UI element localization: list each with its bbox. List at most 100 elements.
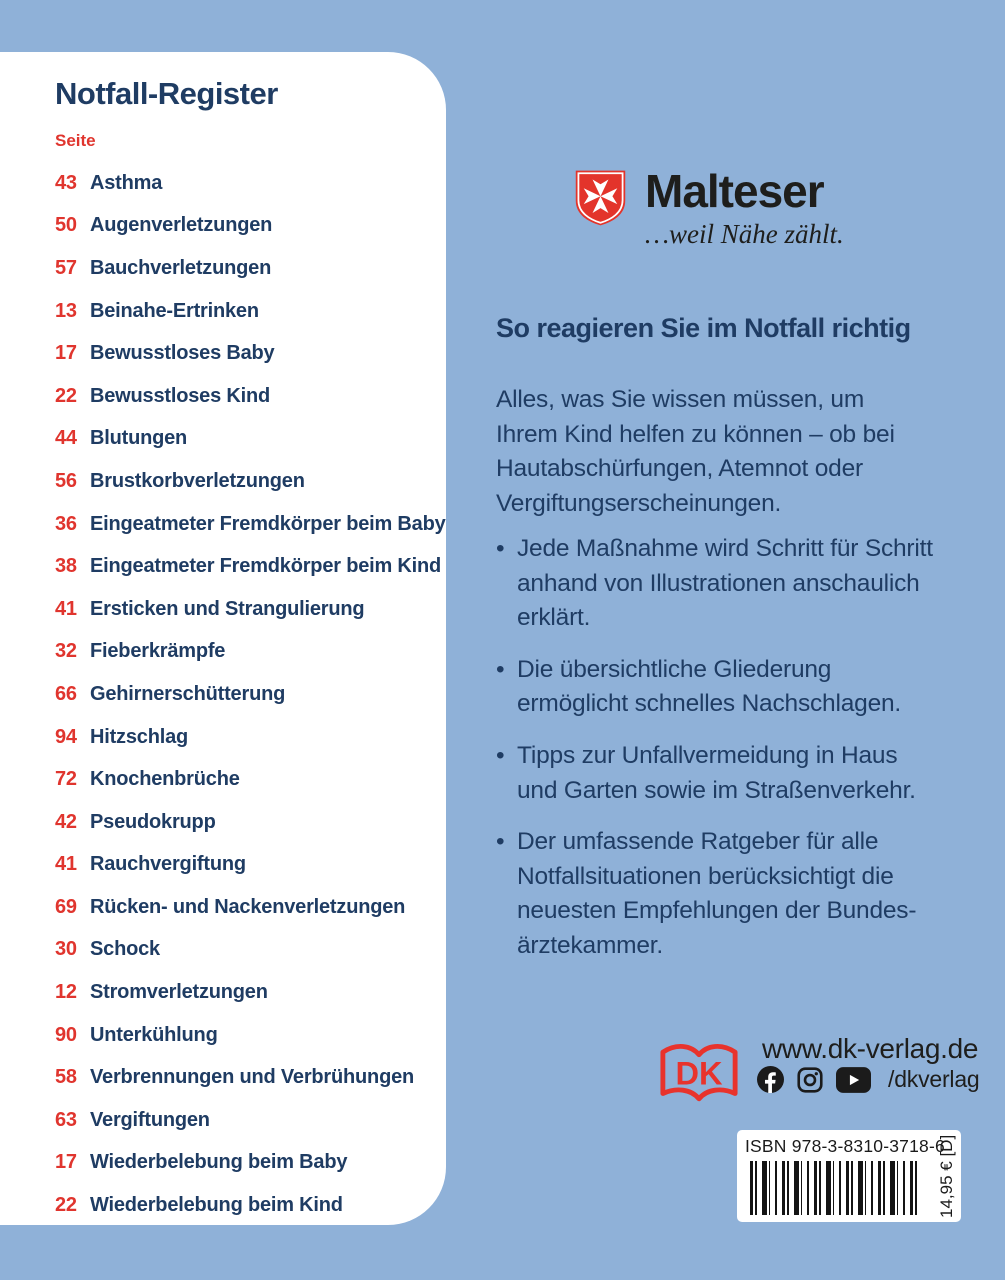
register-column-label: Seite: [55, 131, 96, 150]
register-entry: 42 Pseudokrupp: [55, 801, 446, 844]
register-title: Notfall-Register: [55, 76, 278, 111]
promo-bullet-list: Jede Maßnahme wird Schritt für Schritt a…: [496, 532, 942, 981]
facebook-icon: [757, 1066, 784, 1093]
social-handle: /dkverlag: [888, 1066, 980, 1092]
register-entry-topic: Wiederbelebung beim Baby: [90, 1151, 348, 1174]
register-entry-topic: Stromverletzungen: [90, 981, 268, 1004]
register-entry-page: 13: [55, 299, 77, 322]
register-entry: 22 Bewusstloses Kind: [55, 375, 446, 418]
register-entry-topic: Bewusstloses Kind: [90, 384, 270, 407]
register-entry-page: 66: [55, 682, 77, 705]
register-entry-topic: Eingeatmeter Fremdkörper beim Kind: [90, 555, 442, 578]
youtube-icon: [836, 1066, 871, 1093]
register-entry: 90 Unterkühlung: [55, 1014, 446, 1057]
register-entry-topic: Bewusstloses Baby: [90, 342, 275, 365]
register-entry-page: 63: [55, 1108, 77, 1131]
price-text: 14,95 € [D]: [937, 1134, 956, 1218]
brand-tagline: …weil Nähe zählt.: [645, 219, 844, 249]
register-entry-page: 22: [55, 1194, 77, 1217]
register-entry-page: 38: [55, 555, 77, 578]
register-entry-page: 43: [55, 171, 77, 194]
dk-logo-icon: DK: [654, 1038, 744, 1112]
register-entry-topic: Augenverletzungen: [90, 214, 273, 237]
register-entry-page: 44: [55, 427, 77, 450]
register-entry: 66 Gehirnerschütterung: [55, 673, 446, 716]
malteser-wordmark: Malteser …weil Nähe zählt.: [645, 168, 844, 250]
register-entry-page: 36: [55, 512, 77, 535]
register-entry: 22 Wiederbelebung beim Kind: [55, 1184, 446, 1227]
register-entry-topic: Verbrennungen und Verbrühungen: [90, 1066, 415, 1089]
register-entry-topic: Rauchvergiftung: [90, 853, 246, 876]
register-entry-page: 17: [55, 342, 77, 365]
register-entry-page: 58: [55, 1066, 77, 1089]
register-entry-topic: Wiederbelebung beim Kind: [90, 1194, 343, 1217]
register-entry-topic: Knochenbrüche: [90, 768, 240, 791]
malteser-logo: Malteser …weil Nähe zählt.: [574, 168, 844, 250]
register-entry-topic: Bauchverletzungen: [90, 256, 272, 279]
register-entry-page: 41: [55, 853, 77, 876]
register-entry-page: 94: [55, 725, 77, 748]
register-entry: 13 Beinahe-Ertrinken: [55, 290, 446, 333]
register-entry: 12 Stromverletzungen: [55, 971, 446, 1014]
register-entry: 17 Bewusstloses Baby: [55, 332, 446, 375]
register-entry-topic: Gehirnerschütterung: [90, 682, 286, 705]
register-entry-topic: Brustkorbverletzungen: [90, 469, 305, 492]
register-entry-page: 56: [55, 469, 77, 492]
register-entry-page: 22: [55, 384, 77, 407]
register-entry-topic: Unterkühlung: [90, 1023, 218, 1046]
register-entry: 94 Hitzschlag: [55, 716, 446, 759]
register-list: 43 Asthma 50 Augenverletzungen 57 Bauchv…: [55, 162, 446, 1227]
promo-intro: Alles, was Sie wissen müssen, um Ihrem K…: [496, 386, 895, 517]
promo-bullet: Die übersichtliche Gliederung ermöglicht…: [496, 653, 942, 722]
register-entry: 72 Knochenbrüche: [55, 758, 446, 801]
register-entry-topic: Fieberkrämpfe: [90, 640, 226, 663]
register-entry: 41 Rauchvergiftung: [55, 844, 446, 887]
register-entry-topic: Pseudokrupp: [90, 810, 216, 833]
register-entry-topic: Vergiftungen: [90, 1108, 210, 1131]
register-entry: 50 Augenverletzungen: [55, 205, 446, 248]
barcode-box: ISBN 978-3-8310-3718-6 14,95 € [D]: [737, 1130, 961, 1222]
publisher-website: www.dk-verlag.de: [762, 1033, 979, 1064]
maltese-cross-shield-icon: [574, 168, 627, 228]
register-entry: 56 Brustkorbverletzungen: [55, 460, 446, 503]
isbn-text: ISBN 978-3-8310-3718-6: [745, 1136, 945, 1156]
register-entry: 36 Eingeatmeter Fremdkörper beim Baby: [55, 503, 446, 546]
register-entry-page: 50: [55, 214, 77, 237]
register-entry: 44 Blutungen: [55, 418, 446, 461]
promo-bullet: Tipps zur Unfallvermeidung in Haus und G…: [496, 739, 942, 808]
register-entry: 69 Rücken- und Nackenverletzungen: [55, 886, 446, 929]
register-entry-topic: Blutungen: [90, 427, 188, 450]
register-entry-page: 12: [55, 981, 77, 1004]
promo-bullet: Jede Maßnahme wird Schritt für Schritt a…: [496, 532, 942, 636]
register-entry-topic: Rücken- und Nackenverletzungen: [90, 895, 406, 918]
register-entry-page: 30: [55, 938, 77, 961]
register-entry: 30 Schock: [55, 929, 446, 972]
register-entry-topic: Hitzschlag: [90, 725, 189, 748]
promo-headline: So reagieren Sie im Notfall richtig: [496, 313, 911, 343]
register-entry-page: 32: [55, 640, 77, 663]
social-row: /dkverlag: [757, 1066, 980, 1093]
register-entry: 43 Asthma: [55, 162, 446, 205]
dk-logo-letters: DK: [675, 1055, 723, 1092]
register-entry-page: 69: [55, 895, 77, 918]
register-entry-page: 41: [55, 597, 77, 620]
register-entry: 41 Ersticken und Strangulierung: [55, 588, 446, 631]
register-entry-topic: Eingeatmeter Fremdkörper beim Baby: [90, 512, 446, 535]
instagram-icon: [797, 1066, 823, 1093]
register-panel: Notfall-Register Seite 43 Asthma 50 Auge…: [0, 52, 446, 1225]
register-entry-topic: Beinahe-Ertrinken: [90, 299, 259, 322]
brand-name: Malteser: [645, 165, 825, 217]
register-entry-page: 17: [55, 1151, 77, 1174]
register-entry: 17 Wiederbelebung beim Baby: [55, 1142, 446, 1185]
register-entry-topic: Asthma: [90, 171, 163, 194]
register-entry-page: 57: [55, 256, 77, 279]
register-entry: 58 Verbrennungen und Verbrühungen: [55, 1056, 446, 1099]
register-entry: 32 Fieberkrämpfe: [55, 631, 446, 674]
register-entry-page: 90: [55, 1023, 77, 1046]
register-entry-topic: Schock: [90, 938, 160, 961]
register-entry: 63 Vergiftungen: [55, 1099, 446, 1142]
register-entry: 57 Bauchverletzungen: [55, 247, 446, 290]
register-entry-topic: Ersticken und Strangulierung: [90, 597, 365, 620]
barcode-bars: [750, 1161, 920, 1215]
